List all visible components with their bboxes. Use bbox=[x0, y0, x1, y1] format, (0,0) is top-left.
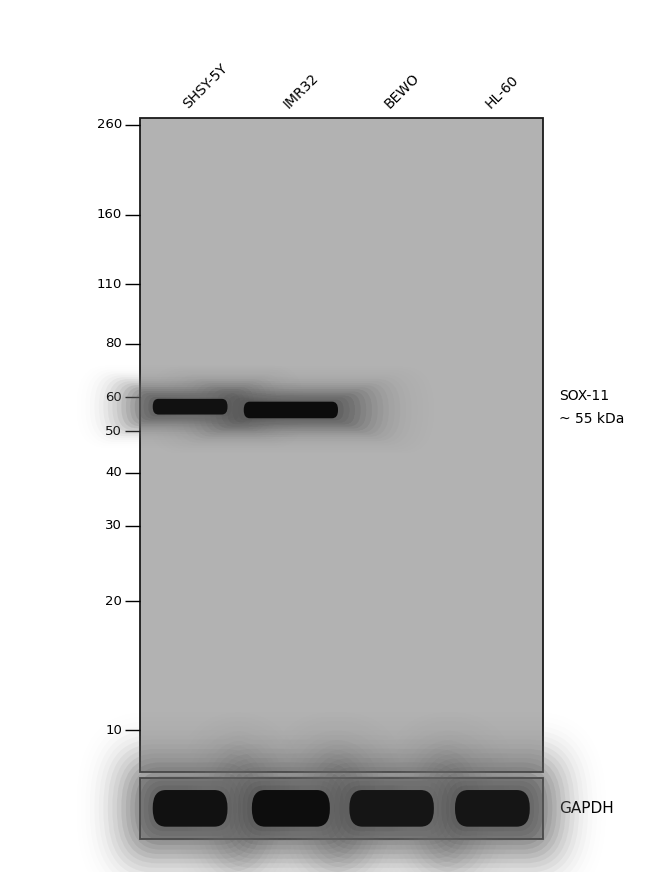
FancyBboxPatch shape bbox=[219, 758, 363, 859]
FancyBboxPatch shape bbox=[450, 786, 534, 831]
FancyBboxPatch shape bbox=[252, 790, 330, 827]
FancyBboxPatch shape bbox=[148, 397, 232, 417]
FancyBboxPatch shape bbox=[350, 790, 434, 827]
Text: 40: 40 bbox=[105, 466, 122, 479]
FancyBboxPatch shape bbox=[238, 776, 344, 841]
FancyBboxPatch shape bbox=[424, 758, 561, 859]
FancyBboxPatch shape bbox=[153, 790, 228, 827]
FancyBboxPatch shape bbox=[210, 389, 372, 431]
FancyBboxPatch shape bbox=[139, 776, 241, 841]
FancyBboxPatch shape bbox=[126, 387, 254, 426]
FancyBboxPatch shape bbox=[200, 739, 382, 872]
FancyBboxPatch shape bbox=[216, 392, 367, 429]
FancyBboxPatch shape bbox=[198, 385, 384, 435]
FancyBboxPatch shape bbox=[117, 753, 263, 863]
FancyBboxPatch shape bbox=[144, 395, 237, 419]
FancyBboxPatch shape bbox=[224, 762, 358, 855]
FancyBboxPatch shape bbox=[229, 767, 354, 849]
FancyBboxPatch shape bbox=[419, 753, 566, 863]
FancyBboxPatch shape bbox=[455, 790, 530, 827]
FancyBboxPatch shape bbox=[437, 772, 548, 845]
Bar bbox=[140, 778, 543, 839]
FancyBboxPatch shape bbox=[117, 383, 263, 430]
FancyBboxPatch shape bbox=[238, 399, 344, 420]
FancyBboxPatch shape bbox=[144, 781, 237, 835]
FancyBboxPatch shape bbox=[214, 753, 367, 863]
FancyBboxPatch shape bbox=[148, 786, 232, 831]
FancyBboxPatch shape bbox=[314, 758, 469, 859]
FancyBboxPatch shape bbox=[433, 767, 552, 849]
FancyBboxPatch shape bbox=[135, 391, 246, 422]
Text: GAPDH: GAPDH bbox=[559, 800, 614, 816]
FancyBboxPatch shape bbox=[252, 790, 330, 827]
Text: 260: 260 bbox=[97, 118, 122, 131]
FancyBboxPatch shape bbox=[415, 749, 570, 868]
FancyBboxPatch shape bbox=[309, 753, 474, 863]
FancyBboxPatch shape bbox=[108, 379, 272, 434]
Text: IMR32: IMR32 bbox=[281, 71, 321, 111]
Text: SOX-11: SOX-11 bbox=[559, 389, 609, 403]
FancyBboxPatch shape bbox=[153, 399, 228, 414]
FancyBboxPatch shape bbox=[406, 739, 579, 872]
FancyBboxPatch shape bbox=[205, 744, 377, 872]
FancyBboxPatch shape bbox=[329, 772, 454, 845]
FancyBboxPatch shape bbox=[233, 398, 349, 422]
Bar bbox=[140, 118, 543, 772]
FancyBboxPatch shape bbox=[446, 781, 539, 835]
FancyBboxPatch shape bbox=[193, 383, 389, 437]
Text: ~ 55 kDa: ~ 55 kDa bbox=[559, 412, 625, 426]
FancyBboxPatch shape bbox=[294, 739, 489, 872]
Text: 60: 60 bbox=[105, 391, 122, 404]
FancyBboxPatch shape bbox=[204, 387, 378, 433]
FancyBboxPatch shape bbox=[344, 786, 439, 831]
FancyBboxPatch shape bbox=[122, 385, 259, 428]
FancyBboxPatch shape bbox=[247, 786, 335, 831]
FancyBboxPatch shape bbox=[139, 393, 241, 420]
Text: BEWO: BEWO bbox=[382, 71, 422, 111]
FancyBboxPatch shape bbox=[112, 749, 268, 868]
FancyBboxPatch shape bbox=[455, 790, 530, 827]
FancyBboxPatch shape bbox=[210, 749, 372, 868]
FancyBboxPatch shape bbox=[227, 396, 355, 425]
FancyBboxPatch shape bbox=[244, 402, 338, 419]
FancyBboxPatch shape bbox=[130, 389, 250, 425]
FancyBboxPatch shape bbox=[410, 744, 575, 872]
FancyBboxPatch shape bbox=[108, 744, 272, 872]
Text: 30: 30 bbox=[105, 520, 122, 533]
Text: 50: 50 bbox=[105, 425, 122, 438]
FancyBboxPatch shape bbox=[304, 749, 480, 868]
Text: 20: 20 bbox=[105, 595, 122, 608]
FancyBboxPatch shape bbox=[153, 399, 228, 414]
FancyBboxPatch shape bbox=[324, 767, 460, 849]
Text: 160: 160 bbox=[97, 208, 122, 221]
FancyBboxPatch shape bbox=[187, 381, 395, 439]
FancyBboxPatch shape bbox=[153, 790, 228, 827]
Text: 80: 80 bbox=[105, 337, 122, 351]
FancyBboxPatch shape bbox=[112, 381, 268, 433]
FancyBboxPatch shape bbox=[103, 739, 277, 872]
FancyBboxPatch shape bbox=[334, 776, 449, 841]
Text: HL-60: HL-60 bbox=[482, 72, 521, 111]
Text: SHSY-5Y: SHSY-5Y bbox=[180, 61, 230, 111]
FancyBboxPatch shape bbox=[299, 744, 485, 872]
FancyBboxPatch shape bbox=[319, 762, 464, 855]
FancyBboxPatch shape bbox=[441, 776, 543, 841]
FancyBboxPatch shape bbox=[181, 379, 400, 441]
FancyBboxPatch shape bbox=[221, 393, 361, 426]
FancyBboxPatch shape bbox=[233, 772, 348, 845]
FancyBboxPatch shape bbox=[135, 772, 246, 845]
FancyBboxPatch shape bbox=[350, 790, 434, 827]
Text: 110: 110 bbox=[97, 278, 122, 291]
FancyBboxPatch shape bbox=[242, 781, 339, 835]
FancyBboxPatch shape bbox=[126, 762, 254, 855]
FancyBboxPatch shape bbox=[244, 402, 338, 419]
FancyBboxPatch shape bbox=[122, 758, 259, 859]
FancyBboxPatch shape bbox=[103, 378, 277, 436]
FancyBboxPatch shape bbox=[339, 781, 444, 835]
Text: 10: 10 bbox=[105, 724, 122, 737]
FancyBboxPatch shape bbox=[428, 762, 556, 855]
FancyBboxPatch shape bbox=[130, 767, 250, 849]
